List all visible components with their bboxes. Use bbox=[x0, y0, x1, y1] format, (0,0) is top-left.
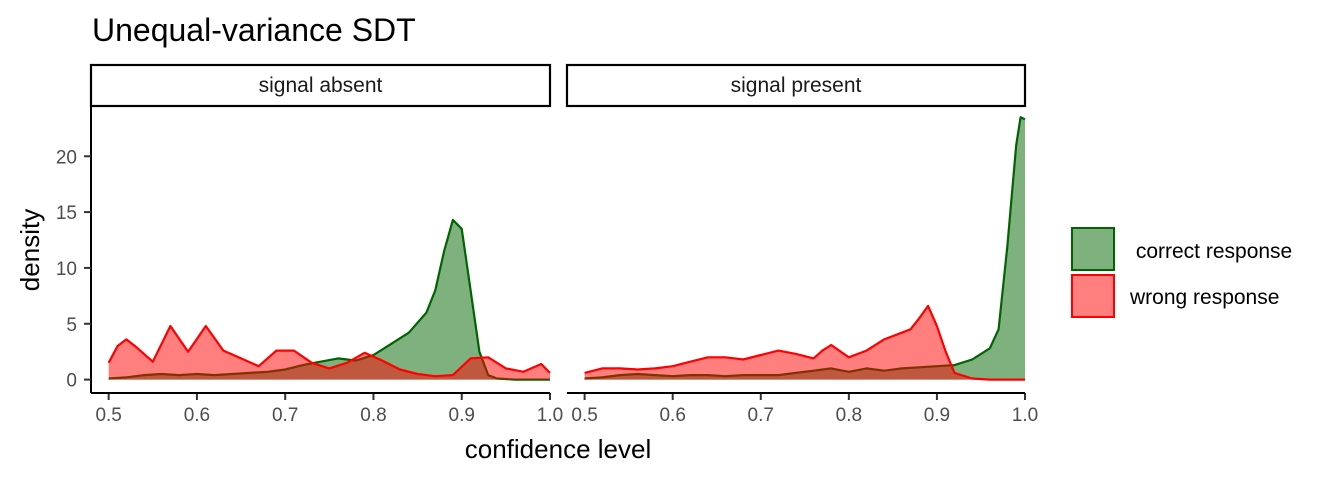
density-area-wrong-response bbox=[108, 326, 550, 380]
strip-label-signal-absent: signal absent bbox=[259, 74, 383, 97]
x-tick-label: 1.0 bbox=[1012, 405, 1038, 426]
density-line-correct-response bbox=[584, 116, 1026, 380]
x-tick-label: 1.0 bbox=[537, 405, 563, 426]
y-ticks: 0 5 10 15 20 bbox=[56, 147, 91, 392]
density-line-wrong-response bbox=[107, 324, 551, 378]
y-axis: 0 5 10 15 20 bbox=[56, 106, 92, 393]
y-tick-label: 15 bbox=[56, 203, 77, 224]
x-tick-label: 0.5 bbox=[95, 405, 121, 426]
x-tick-label: 0.6 bbox=[184, 405, 210, 426]
y-tick-label: 0 bbox=[66, 371, 77, 392]
x-tick-label: 0.9 bbox=[924, 405, 950, 426]
strip-label-signal-present: signal present bbox=[731, 74, 862, 97]
density-line-wrong-response bbox=[584, 304, 1025, 381]
strip-box bbox=[89, 63, 552, 108]
density-area-correct-response bbox=[108, 219, 550, 380]
y-tick-label: 10 bbox=[56, 259, 77, 280]
x-tick-label: 0.7 bbox=[748, 405, 774, 426]
legend: correct response wrong response bbox=[1071, 227, 1292, 318]
density-area-correct-response bbox=[584, 117, 1025, 380]
legend-label-correct-response: correct response bbox=[1130, 240, 1292, 263]
legend-label-wrong-response: wrong response bbox=[1129, 286, 1279, 309]
series-layer bbox=[107, 218, 551, 381]
x-ticks: 0.5 0.6 0.7 0.8 0.9 1.0 bbox=[571, 393, 1038, 426]
strip-box bbox=[565, 63, 1027, 108]
y-axis-title: density bbox=[15, 209, 45, 291]
y-tick-label: 20 bbox=[56, 147, 77, 168]
x-tick-label: 0.6 bbox=[659, 405, 685, 426]
x-axis-title: confidence level bbox=[465, 434, 651, 464]
x-tick-label: 0.8 bbox=[360, 405, 386, 426]
legend-key-correct-response bbox=[1071, 227, 1115, 271]
series-layer bbox=[584, 116, 1026, 381]
panel-signal-present: signal present 0.5 0.6 0.7 0.8 0.9 1.0 bbox=[565, 63, 1038, 426]
y-tick-label: 5 bbox=[66, 315, 77, 336]
x-tick-label: 0.5 bbox=[571, 405, 597, 426]
legend-key-wrong-response bbox=[1071, 274, 1115, 318]
x-ticks: 0.5 0.6 0.7 0.8 0.9 1.0 bbox=[95, 393, 563, 426]
panel-signal-absent: signal absent 0.5 0.6 0.7 0.8 0.9 1.0 bbox=[89, 63, 563, 426]
x-tick-label: 0.7 bbox=[272, 405, 298, 426]
x-tick-label: 0.9 bbox=[449, 405, 475, 426]
x-tick-label: 0.8 bbox=[836, 405, 862, 426]
chart-title: Unequal-variance SDT bbox=[92, 12, 416, 48]
